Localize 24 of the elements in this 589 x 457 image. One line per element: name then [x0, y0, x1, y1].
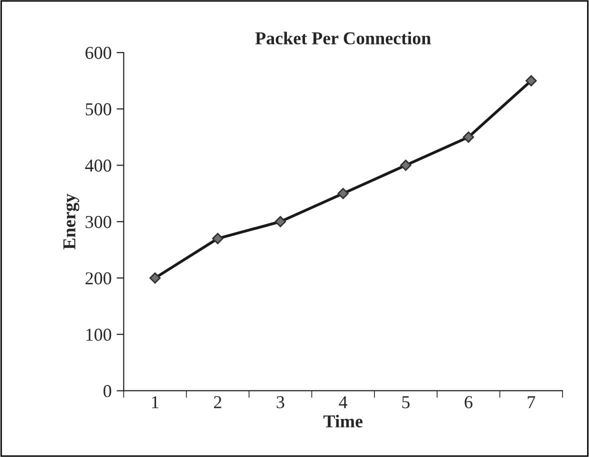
y-tick-label: 100: [86, 328, 112, 341]
x-tick-label: 1: [152, 396, 158, 408]
point: [337, 188, 349, 200]
point: [400, 160, 412, 171]
y-tick-label: 0: [104, 384, 112, 398]
point: [526, 75, 537, 86]
point: [462, 131, 474, 143]
point: [149, 272, 161, 284]
x-tick-label: 3: [276, 396, 284, 408]
y-tick-label: 200: [86, 272, 112, 284]
y-tick-label: 600: [86, 46, 112, 59]
x-axis-title: Time: [323, 414, 363, 428]
y-axis-title: Energy: [63, 194, 80, 250]
point: [274, 216, 286, 228]
x-tick-label: 4: [338, 396, 348, 408]
x-tick-label: 2: [214, 396, 222, 408]
y-tick-label: 500: [86, 103, 112, 116]
x-tick-label: 5: [402, 396, 410, 408]
x-tick-label: 6: [464, 396, 472, 408]
y-tick-label: 400: [85, 160, 112, 172]
x-tick-label: 7: [528, 396, 536, 408]
point: [212, 232, 224, 244]
chart-title: Packet Per Connection: [255, 32, 431, 44]
y-tick-label: 300: [86, 216, 112, 228]
